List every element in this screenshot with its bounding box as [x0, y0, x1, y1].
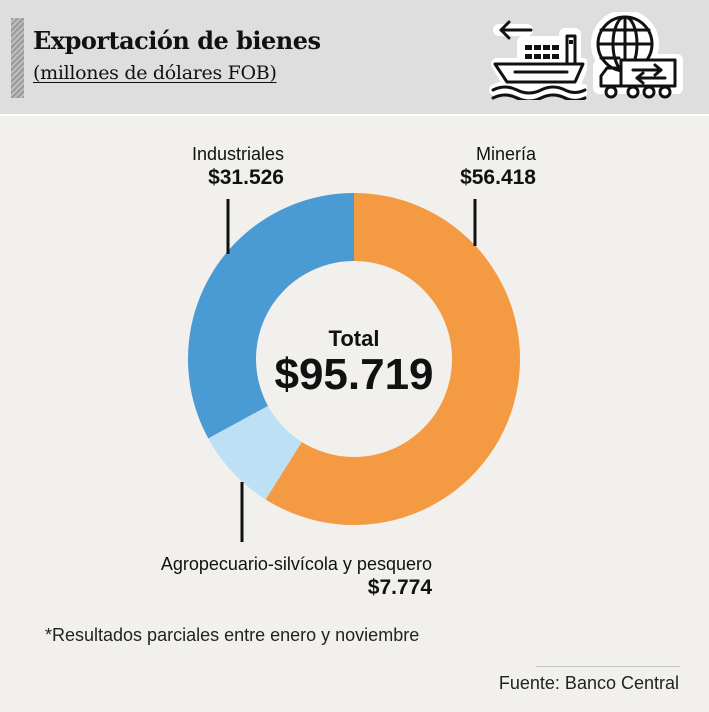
center-value: $95.719 [274, 350, 433, 399]
donut-hole [256, 261, 452, 457]
source-credit: Fuente: Banco Central [498, 673, 679, 693]
center-label: Total [329, 326, 380, 351]
slice-value-agro: $7.774 [368, 576, 433, 599]
chart-subtitle: (millones de dólares FOB) [33, 62, 277, 84]
header: Exportación de bienes (millones de dólar… [0, 0, 709, 116]
slice-label-mineria: Minería [476, 144, 537, 164]
accent-bar [11, 18, 24, 98]
slice-value-industriales: $31.526 [208, 166, 284, 189]
cargo-ship-icon [489, 20, 587, 100]
slice-label-industriales: Industriales [192, 144, 284, 164]
slice-label-agro: Agropecuario-silvícola y pesquero [161, 554, 432, 574]
slice-value-mineria: $56.418 [460, 166, 536, 189]
chart-title: Exportación de bienes [33, 26, 321, 55]
source-divider [536, 666, 680, 667]
footnote: *Resultados parciales entre enero y novi… [45, 625, 420, 645]
globe-truck-icon [591, 12, 683, 99]
